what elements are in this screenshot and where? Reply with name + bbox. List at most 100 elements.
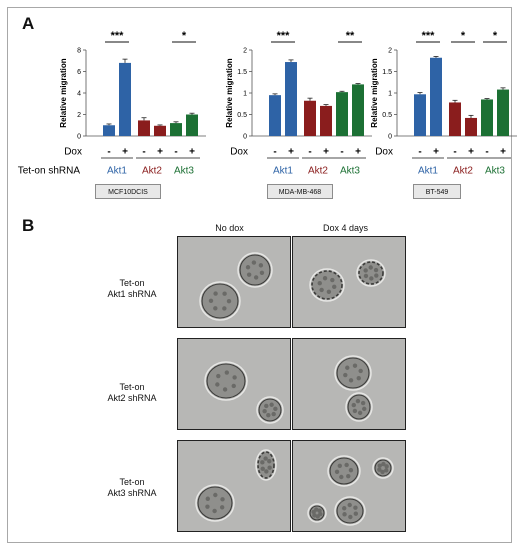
dox-row-label: Dox <box>230 147 248 158</box>
cell-texture <box>348 378 354 383</box>
cell-texture <box>220 497 225 502</box>
dox-mark: - <box>453 147 456 158</box>
cell-texture <box>373 267 379 273</box>
spheroid-halo <box>199 281 241 321</box>
cell-texture <box>322 276 328 281</box>
cell-line-label-bt-549: BT-549 <box>413 184 461 199</box>
row-label-line-2: Akt2 shRNA <box>107 393 157 403</box>
cell-texture <box>260 460 265 465</box>
cell-texture <box>267 465 272 470</box>
cell-texture <box>253 275 259 280</box>
bar <box>497 89 509 136</box>
cell-texture <box>271 411 276 417</box>
row-label-line-2: Akt1 shRNA <box>107 289 157 299</box>
cell-texture <box>342 506 347 511</box>
cell-texture <box>245 265 251 270</box>
group-label: Akt1 <box>107 166 127 177</box>
spheroid-body <box>258 398 282 422</box>
spheroid <box>334 496 366 526</box>
cell-texture <box>269 402 274 407</box>
spheroid-halo <box>334 496 366 526</box>
y-tick-label: 0.5 <box>237 112 247 119</box>
y-tick-label: 0.5 <box>382 112 392 119</box>
cell-texture <box>258 263 264 268</box>
dox-mark: + <box>355 147 361 158</box>
spheroid-body <box>257 451 275 479</box>
row-label-line-1: Tet-on <box>119 382 145 392</box>
bar <box>336 92 348 136</box>
y-tick-label: 1.5 <box>237 69 247 76</box>
bar <box>138 120 150 136</box>
group-label: Akt2 <box>142 166 162 177</box>
cell-texture <box>374 273 379 278</box>
cell-texture <box>352 408 358 414</box>
cell-texture <box>224 370 230 375</box>
spheroid-body <box>347 394 371 420</box>
micrograph-image <box>309 259 386 302</box>
row-label-akt1: Tet-on Akt1 shRNA <box>92 278 172 300</box>
bar <box>320 105 332 136</box>
cell-texture <box>315 514 320 519</box>
cell-texture <box>205 504 210 509</box>
cell-texture <box>353 505 358 510</box>
spheroid <box>307 503 327 523</box>
micrograph-akt3-no-dox <box>177 440 291 532</box>
dox-row-label: Dox <box>375 147 393 158</box>
y-axis-label: Relative migration <box>370 58 379 127</box>
cell-texture <box>231 383 236 389</box>
micrograph-akt2-no-dox <box>177 338 291 430</box>
cell-texture <box>362 406 367 412</box>
cell-texture <box>343 372 348 378</box>
spheroid-halo <box>334 355 372 391</box>
y-tick-label: 2 <box>388 48 392 55</box>
bar <box>304 100 316 136</box>
cell-texture <box>232 375 237 380</box>
micrograph-image <box>334 355 373 422</box>
cell-line-label-mda-mb-468: MDA-MB-468 <box>267 184 333 199</box>
group-label: Akt2 <box>308 166 328 177</box>
micrograph-akt1-dox <box>292 236 406 328</box>
spheroid <box>356 259 386 287</box>
bar <box>186 114 198 136</box>
row-label-line-2: Akt3 shRNA <box>107 488 157 498</box>
cell-texture <box>342 512 347 517</box>
dox-mark: - <box>273 147 276 158</box>
cell-texture <box>314 507 319 512</box>
y-tick-label: 4 <box>77 91 81 98</box>
spheroid-body <box>206 363 246 399</box>
spheroid-body <box>329 457 359 485</box>
cell-texture <box>360 400 366 406</box>
cell-line-label-mcf10dcis: MCF10DCIS <box>95 184 161 199</box>
dox-mark: + <box>433 147 439 158</box>
micrograph-akt3-dox <box>292 440 406 532</box>
shrna-row-label: Tet-on shRNA <box>18 166 81 177</box>
cell-texture <box>222 291 227 296</box>
cell-texture <box>251 260 257 265</box>
y-tick-label: 6 <box>77 69 81 76</box>
cell-texture <box>326 289 332 294</box>
y-tick-label: 1.5 <box>382 69 392 76</box>
dox-mark: + <box>189 147 195 158</box>
cell-texture <box>380 469 385 475</box>
row-label-line-1: Tet-on <box>119 278 145 288</box>
cell-texture <box>226 298 232 304</box>
cell-texture <box>351 402 356 408</box>
dox-mark: - <box>174 147 177 158</box>
dox-mark: - <box>142 147 145 158</box>
spheroid-body <box>336 357 370 389</box>
figure: A Relative migration 0 2 4 6 8 *** * Dox - + - + - + Te… <box>7 7 517 543</box>
cell-texture <box>213 306 218 311</box>
y-tick-label: 8 <box>77 48 81 55</box>
spheroid-body <box>201 283 239 319</box>
dox-mark: + <box>323 147 329 158</box>
significance-stars: *** <box>111 30 125 42</box>
cell-texture <box>369 276 374 281</box>
group-label: Akt3 <box>174 166 194 177</box>
bar <box>414 94 426 136</box>
bar <box>430 57 442 136</box>
bar <box>103 125 115 136</box>
spheroid-halo <box>255 449 277 481</box>
spheroid-halo <box>356 259 386 287</box>
y-tick-label: 2 <box>243 48 247 55</box>
